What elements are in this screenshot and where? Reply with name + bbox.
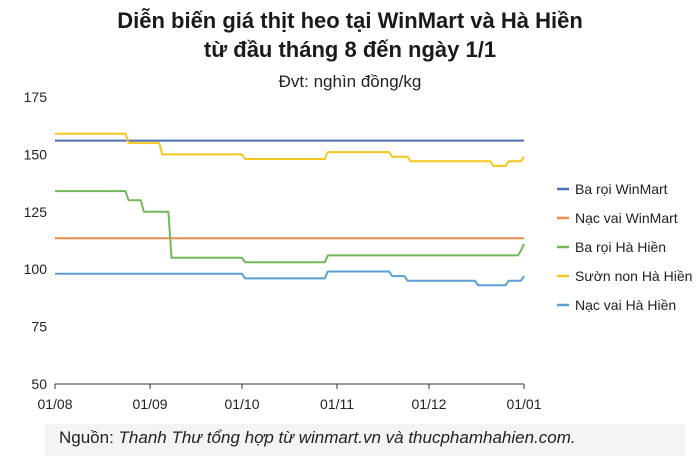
legend-label: Ba rọi WinMart [575, 181, 668, 197]
x-tick-label: 01/11 [320, 396, 354, 412]
x-tick-label: 01/09 [133, 396, 168, 412]
legend-label: Ba rọi Hà Hiền [575, 239, 666, 255]
legend-label: Nạc vai WinMart [575, 210, 678, 226]
series-line [55, 132, 525, 167]
source-text: Thanh Thư tổng hợp từ winmart.vn và thuc… [118, 428, 576, 447]
y-tick-label: 100 [24, 261, 48, 277]
chart-subtitle: Đvt: nghìn đồng/kg [278, 72, 422, 91]
x-tick-label: 01/08 [37, 396, 72, 412]
chart-title: Diễn biến giá thịt heo tại WinMart và Hà… [117, 8, 583, 33]
y-tick-label: 50 [31, 376, 47, 392]
y-tick-label: 125 [24, 204, 48, 220]
x-tick-label: 01/01 [506, 396, 541, 412]
legend-label: Nạc vai Hà Hiền [575, 297, 676, 313]
source-note: Nguồn: Thanh Thư tổng hợp từ winmart.vn … [45, 424, 685, 456]
y-tick-label: 175 [24, 89, 48, 105]
chart-title-line-2: từ đầu tháng 8 đến ngày 1/1 [203, 37, 497, 62]
legend-label: Sườn non Hà Hiền [575, 268, 692, 284]
y-tick-label: 75 [31, 319, 47, 335]
source-prefix: Nguồn: [59, 428, 119, 447]
x-tick-label: 01/10 [224, 396, 259, 412]
line-chart: 175 150 125 100 75 50 01/08 01/09 01/10 01/11 01/1… [24, 89, 693, 412]
series-line [55, 270, 525, 287]
y-tick-label: 150 [24, 146, 48, 162]
series-line [55, 190, 525, 264]
x-tick-label: 01/12 [411, 396, 446, 412]
